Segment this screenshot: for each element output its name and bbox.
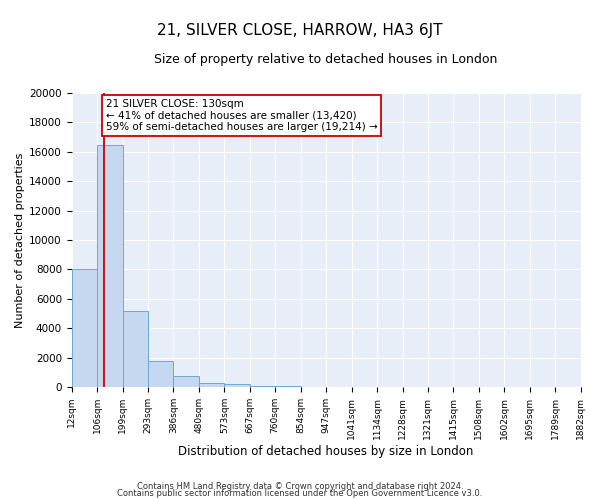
- Bar: [275, 386, 301, 387]
- X-axis label: Distribution of detached houses by size in London: Distribution of detached houses by size …: [178, 444, 474, 458]
- Text: Contains HM Land Registry data © Crown copyright and database right 2024.: Contains HM Land Registry data © Crown c…: [137, 482, 463, 491]
- Text: 21 SILVER CLOSE: 130sqm
← 41% of detached houses are smaller (13,420)
59% of sem: 21 SILVER CLOSE: 130sqm ← 41% of detache…: [106, 99, 377, 132]
- Text: Contains public sector information licensed under the Open Government Licence v3: Contains public sector information licen…: [118, 490, 482, 498]
- Bar: [173, 376, 199, 387]
- Bar: [250, 386, 275, 387]
- Bar: [224, 384, 250, 387]
- Title: Size of property relative to detached houses in London: Size of property relative to detached ho…: [154, 52, 498, 66]
- Bar: [122, 310, 148, 387]
- Text: 21, SILVER CLOSE, HARROW, HA3 6JT: 21, SILVER CLOSE, HARROW, HA3 6JT: [157, 22, 443, 38]
- Bar: [148, 362, 173, 387]
- Bar: [199, 382, 224, 387]
- Bar: [71, 270, 97, 387]
- Y-axis label: Number of detached properties: Number of detached properties: [15, 152, 25, 328]
- Bar: [97, 144, 122, 387]
